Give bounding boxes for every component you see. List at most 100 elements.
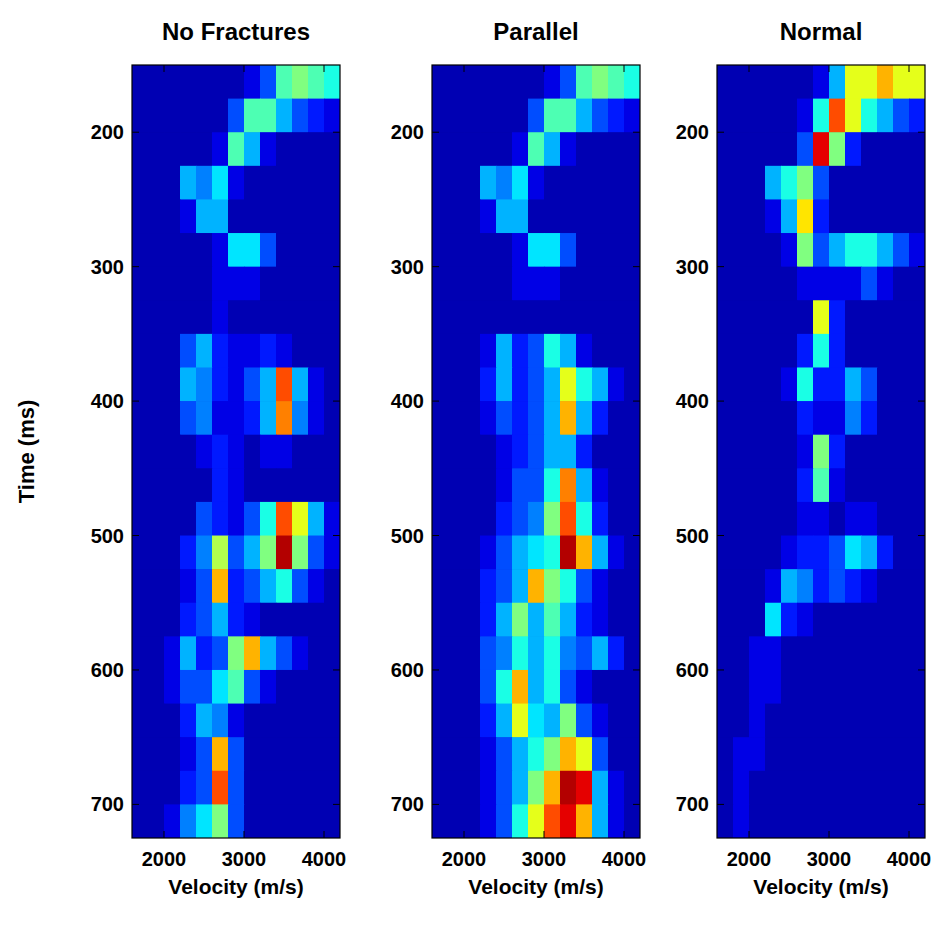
cell <box>448 704 465 738</box>
cell <box>733 300 750 334</box>
cell <box>765 132 782 166</box>
cell <box>196 771 213 805</box>
cell <box>212 536 229 570</box>
cell <box>448 199 465 233</box>
cell <box>448 670 465 704</box>
cell <box>324 401 340 435</box>
cell <box>148 737 165 771</box>
cell <box>496 367 513 401</box>
cell <box>893 804 910 838</box>
cell <box>717 636 734 670</box>
cell <box>813 804 830 838</box>
cell <box>528 804 545 838</box>
cell <box>528 233 545 267</box>
cell <box>845 233 862 267</box>
cell <box>148 99 165 133</box>
x-tick <box>464 831 465 838</box>
cell <box>512 468 529 502</box>
cell <box>464 334 481 368</box>
cell <box>813 267 830 301</box>
cell <box>464 199 481 233</box>
cell <box>324 603 340 637</box>
cell <box>180 435 197 469</box>
cell <box>212 132 229 166</box>
cell <box>829 704 846 738</box>
cell <box>324 300 340 334</box>
cell <box>544 771 561 805</box>
cell <box>512 334 529 368</box>
cell <box>544 435 561 469</box>
cell <box>324 737 340 771</box>
cell <box>765 670 782 704</box>
cell <box>308 65 325 99</box>
x-tick <box>624 65 625 72</box>
cell <box>829 334 846 368</box>
cell <box>576 65 593 99</box>
cell <box>624 737 640 771</box>
cell <box>324 468 340 502</box>
cell <box>576 737 593 771</box>
cell <box>624 65 640 99</box>
cell <box>228 401 245 435</box>
cell <box>196 166 213 200</box>
cell <box>164 536 181 570</box>
cell <box>608 334 625 368</box>
cell <box>909 804 925 838</box>
cell <box>324 536 340 570</box>
y-tick <box>333 266 340 267</box>
cell <box>909 401 925 435</box>
cell <box>464 435 481 469</box>
cell <box>212 468 229 502</box>
y-tick-label: 300 <box>391 256 424 278</box>
y-tick-label: 400 <box>391 390 424 412</box>
cell <box>276 199 293 233</box>
cell <box>861 771 878 805</box>
cell <box>608 99 625 133</box>
cell <box>244 99 261 133</box>
cell <box>512 704 529 738</box>
cell <box>909 267 925 301</box>
cell <box>480 267 497 301</box>
cell <box>608 737 625 771</box>
cell <box>829 737 846 771</box>
cell <box>464 502 481 536</box>
cell <box>624 636 640 670</box>
cell <box>496 132 513 166</box>
cell <box>196 569 213 603</box>
cell <box>292 65 309 99</box>
cell <box>749 569 766 603</box>
cell <box>132 704 149 738</box>
cell <box>448 536 465 570</box>
cell <box>733 468 750 502</box>
cell <box>592 334 609 368</box>
cell <box>196 401 213 435</box>
cell <box>749 367 766 401</box>
cell <box>845 401 862 435</box>
cell <box>164 636 181 670</box>
cell <box>432 65 449 99</box>
cell <box>292 569 309 603</box>
cell <box>576 300 593 334</box>
cell <box>164 166 181 200</box>
cell <box>180 536 197 570</box>
y-tick <box>918 132 925 133</box>
cell <box>448 166 465 200</box>
cell <box>861 737 878 771</box>
cell <box>592 636 609 670</box>
panel: 200030004000200300400500600700ParallelVe… <box>391 18 647 898</box>
cell <box>180 334 197 368</box>
cell <box>608 804 625 838</box>
cell <box>861 401 878 435</box>
cell <box>813 603 830 637</box>
cell <box>544 502 561 536</box>
cell <box>276 435 293 469</box>
cell <box>797 166 814 200</box>
cell <box>909 468 925 502</box>
y-tick-label: 600 <box>91 659 124 681</box>
cell <box>733 267 750 301</box>
cell <box>432 300 449 334</box>
cell <box>212 603 229 637</box>
cell <box>432 166 449 200</box>
cell <box>308 99 325 133</box>
panel-title: Parallel <box>493 18 578 45</box>
